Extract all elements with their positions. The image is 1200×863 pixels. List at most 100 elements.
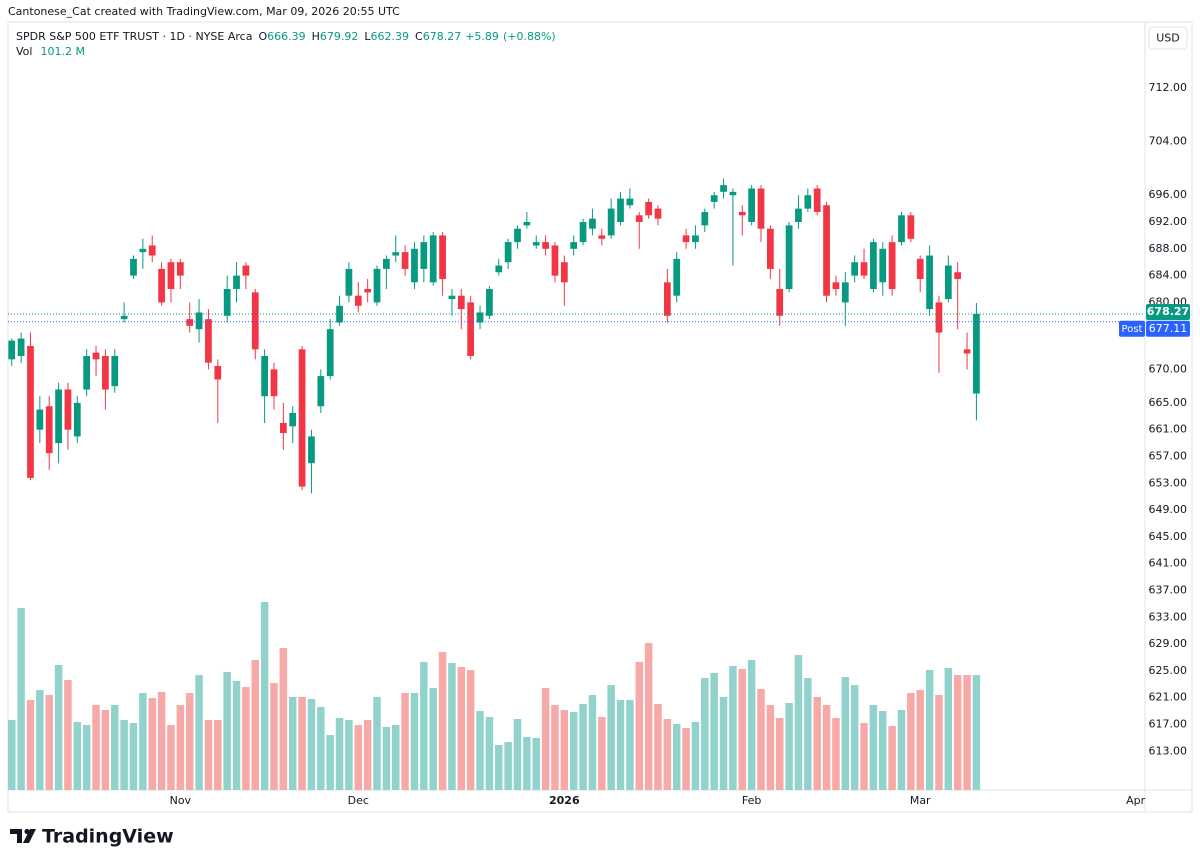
volume-bar xyxy=(944,667,953,790)
volume-bar xyxy=(888,726,896,790)
brand: TradingView xyxy=(42,826,174,848)
volume-bar xyxy=(682,727,690,790)
candle-body xyxy=(692,235,699,243)
volume-bar xyxy=(879,711,887,790)
candle-body xyxy=(766,228,774,269)
candle-body xyxy=(635,215,643,223)
candle-body xyxy=(944,265,952,300)
volume-bar xyxy=(288,696,297,790)
y-tick-label: 629.00 xyxy=(1149,637,1188,650)
y-tick-label: 684.00 xyxy=(1149,269,1188,282)
volume-bar xyxy=(588,695,597,790)
legend: SPDR S&P 500 ETF TRUST · 1D · NYSE Arca O… xyxy=(16,30,556,43)
candle-body xyxy=(289,412,297,427)
y-tick-label: 704.00 xyxy=(1149,135,1188,148)
volume-bar xyxy=(729,665,737,790)
volume-bar xyxy=(663,719,672,790)
volume-bar xyxy=(626,700,634,790)
volume-bar xyxy=(54,665,63,790)
volume-bar xyxy=(907,692,915,790)
x-tick-label: 2026 xyxy=(549,794,580,807)
candle-body xyxy=(879,248,887,283)
candle-body xyxy=(973,313,980,394)
volume-bar xyxy=(775,717,784,790)
y-tick-label: 645.00 xyxy=(1149,530,1188,543)
volume-bar xyxy=(747,660,756,790)
volume-bar xyxy=(448,663,456,790)
candle-body xyxy=(551,245,559,276)
volume-bar xyxy=(963,675,971,790)
candle-body xyxy=(467,302,475,357)
volume-bar xyxy=(326,735,334,790)
candle-body xyxy=(776,289,784,316)
candle-body xyxy=(27,345,34,478)
volume-bar xyxy=(579,704,587,790)
y-tick-label: 625.00 xyxy=(1149,664,1188,677)
volume-bar xyxy=(260,602,269,790)
volume-bar xyxy=(382,726,391,790)
candle-body xyxy=(851,262,859,276)
volume-bar xyxy=(495,745,503,790)
candle-body xyxy=(83,356,91,390)
volume-bar xyxy=(420,661,428,790)
volume-bar xyxy=(607,685,615,790)
volume-bar xyxy=(897,710,906,790)
volume-bar xyxy=(279,648,288,790)
y-tick-label: 692.00 xyxy=(1149,215,1188,228)
volume-bar xyxy=(223,671,231,790)
post-label: Post xyxy=(1122,324,1143,335)
volume-bar xyxy=(139,692,147,790)
volume-bar xyxy=(251,660,260,790)
y-tick-label: 653.00 xyxy=(1149,476,1188,489)
candle-body xyxy=(701,211,709,226)
currency[interactable]: USD xyxy=(1156,32,1180,45)
frame xyxy=(7,21,1193,813)
candle-body xyxy=(663,282,671,316)
volume-bar xyxy=(270,682,278,790)
volume-bar xyxy=(26,700,35,790)
volume-bar xyxy=(672,724,681,790)
ohlc-key: O xyxy=(258,30,267,43)
volume-bar xyxy=(869,705,878,790)
candle-body xyxy=(354,295,362,306)
candle-body xyxy=(589,218,596,229)
candle-body xyxy=(841,282,849,303)
volume-bar xyxy=(635,661,643,790)
volume-bar xyxy=(401,692,409,790)
candle-body xyxy=(167,262,175,290)
candle-body xyxy=(954,272,962,279)
x-tick-label: Dec xyxy=(348,794,369,807)
candle-body xyxy=(907,215,915,239)
ohlc-value: 662.39 xyxy=(371,30,410,43)
candle-body xyxy=(45,406,53,454)
candle-body xyxy=(270,369,278,397)
candle-body xyxy=(36,409,44,430)
currency-button[interactable] xyxy=(1148,26,1188,50)
ohlc-key: C xyxy=(415,30,423,43)
candle-body xyxy=(795,208,802,223)
logo-shape xyxy=(23,829,36,843)
volume-bar xyxy=(972,675,981,790)
candle-body xyxy=(729,191,737,196)
candle-body xyxy=(251,292,259,350)
volume-bar xyxy=(850,685,859,790)
candle-body xyxy=(523,222,531,226)
volume-bar xyxy=(307,699,316,790)
change-percent: (+0.88%) xyxy=(503,30,556,43)
candle-body xyxy=(560,262,568,283)
candle-body xyxy=(514,228,521,243)
candle-body xyxy=(429,235,437,283)
volume-bar xyxy=(476,711,484,790)
candle-body xyxy=(598,235,606,239)
candle-body xyxy=(823,205,830,296)
volume-bar xyxy=(111,705,119,790)
candle-body xyxy=(261,356,268,397)
candle-body xyxy=(317,376,325,407)
candle-body xyxy=(654,208,662,219)
y-tick-label: 621.00 xyxy=(1149,691,1188,704)
volume-bar xyxy=(738,669,747,790)
candle-body xyxy=(532,242,540,246)
volume-bar xyxy=(298,696,306,790)
